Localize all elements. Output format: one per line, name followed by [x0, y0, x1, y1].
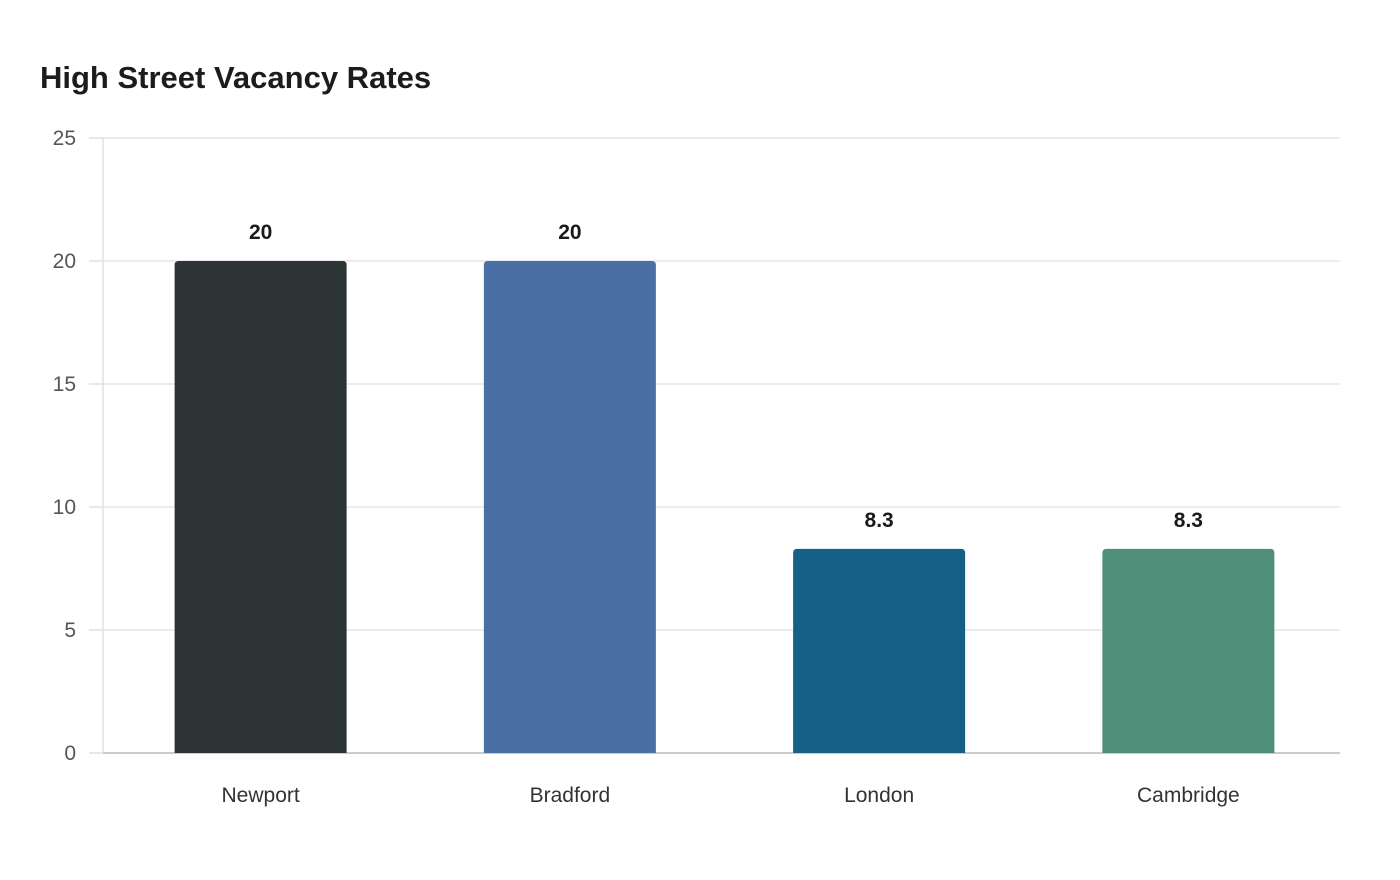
- x-tick-label: Newport: [222, 784, 300, 807]
- data-label: 20: [558, 221, 581, 244]
- y-axis-ticks: 0 5 10 15 20 25: [53, 127, 103, 765]
- bar-newport[interactable]: [174, 261, 347, 753]
- y-tick-label: 20: [53, 250, 76, 273]
- y-tick-label: 15: [53, 373, 76, 396]
- y-tick-label: 25: [53, 127, 76, 150]
- bar-london[interactable]: [793, 548, 966, 753]
- x-tick-label: Bradford: [530, 784, 611, 807]
- bars: [174, 261, 1275, 753]
- y-tick-label: 5: [64, 619, 76, 642]
- chart-title: High Street Vacancy Rates: [40, 60, 432, 95]
- bar-cambridge[interactable]: [1102, 548, 1275, 753]
- y-tick-label: 0: [64, 742, 76, 765]
- x-tick-label: London: [844, 784, 914, 807]
- data-labels: 20 20 8.3 8.3: [249, 221, 1203, 532]
- x-axis-ticks: Newport Bradford London Cambridge: [222, 784, 1240, 807]
- data-label: 8.3: [865, 509, 894, 532]
- data-label: 20: [249, 221, 272, 244]
- y-tick-label: 10: [53, 496, 76, 519]
- x-tick-label: Cambridge: [1137, 784, 1240, 807]
- bar-bradford[interactable]: [483, 261, 656, 753]
- data-label: 8.3: [1174, 509, 1203, 532]
